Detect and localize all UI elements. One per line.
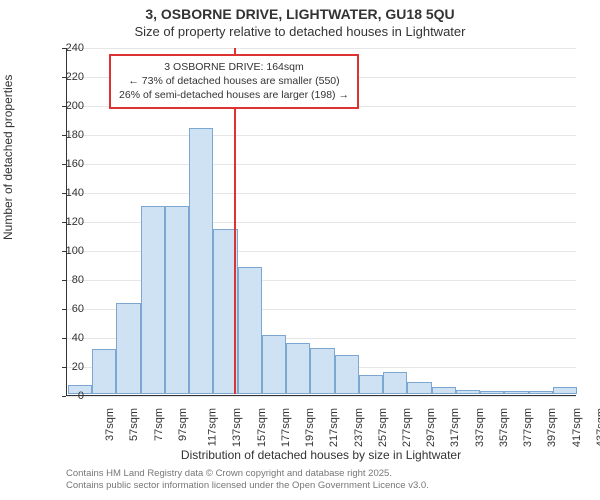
x-tick-label: 297sqm	[425, 408, 437, 447]
y-tick-mark	[62, 222, 66, 223]
x-tick-label: 337sqm	[474, 408, 486, 447]
x-tick-label: 37sqm	[104, 408, 116, 441]
x-tick-label: 137sqm	[231, 408, 243, 447]
histogram-bar	[456, 390, 480, 394]
y-tick-mark	[62, 193, 66, 194]
y-tick-label: 160	[54, 158, 84, 170]
y-tick-mark	[62, 48, 66, 49]
x-tick-label: 117sqm	[206, 408, 218, 446]
histogram-bar	[238, 267, 262, 394]
y-axis-label: Number of detached properties	[1, 75, 15, 240]
histogram-bar	[165, 206, 189, 394]
histogram-bar	[92, 349, 116, 394]
y-tick-label: 220	[54, 71, 84, 83]
y-tick-label: 20	[54, 361, 84, 373]
y-tick-mark	[62, 77, 66, 78]
histogram-bar	[359, 375, 383, 394]
y-tick-label: 80	[54, 274, 84, 286]
histogram-bar	[116, 303, 140, 394]
x-axis-label: Distribution of detached houses by size …	[66, 448, 576, 462]
y-tick-label: 120	[54, 216, 84, 228]
y-tick-label: 100	[54, 245, 84, 257]
y-tick-mark	[62, 135, 66, 136]
y-tick-label: 180	[54, 129, 84, 141]
y-tick-mark	[62, 309, 66, 310]
plot-area: 3 OSBORNE DRIVE: 164sqm← 73% of detached…	[66, 48, 576, 396]
x-tick-label: 397sqm	[547, 408, 559, 447]
histogram-bar	[383, 372, 407, 394]
histogram-bar	[432, 387, 456, 394]
callout-line: 3 OSBORNE DRIVE: 164sqm	[119, 60, 349, 74]
histogram-bar	[335, 355, 359, 394]
y-tick-mark	[62, 106, 66, 107]
histogram-bar	[504, 391, 528, 394]
chart-title-main: 3, OSBORNE DRIVE, LIGHTWATER, GU18 5QU	[0, 6, 600, 22]
y-tick-label: 60	[54, 303, 84, 315]
y-tick-label: 200	[54, 100, 84, 112]
x-tick-label: 177sqm	[280, 408, 292, 447]
histogram-bar	[553, 387, 577, 394]
x-tick-label: 437sqm	[595, 408, 600, 447]
x-tick-label: 277sqm	[401, 408, 413, 447]
chart-title-sub: Size of property relative to detached ho…	[0, 24, 600, 39]
x-tick-label: 157sqm	[256, 408, 268, 447]
grid-line	[67, 135, 576, 136]
y-tick-label: 140	[54, 187, 84, 199]
marker-callout: 3 OSBORNE DRIVE: 164sqm← 73% of detached…	[109, 54, 359, 109]
y-tick-mark	[62, 164, 66, 165]
chart-container: 3, OSBORNE DRIVE, LIGHTWATER, GU18 5QU S…	[0, 0, 600, 500]
footer-line-1: Contains HM Land Registry data © Crown c…	[66, 468, 392, 480]
x-tick-label: 317sqm	[450, 408, 462, 447]
y-tick-mark	[62, 280, 66, 281]
x-tick-label: 237sqm	[353, 408, 365, 447]
footer-line-2: Contains public sector information licen…	[66, 480, 429, 492]
histogram-bar	[286, 343, 310, 394]
x-tick-label: 417sqm	[571, 408, 583, 447]
y-tick-label: 0	[54, 390, 84, 402]
x-tick-label: 197sqm	[304, 408, 316, 447]
y-tick-label: 240	[54, 42, 84, 54]
x-tick-label: 257sqm	[377, 408, 389, 447]
histogram-bar	[189, 128, 213, 394]
y-tick-mark	[62, 251, 66, 252]
histogram-bar	[262, 335, 286, 394]
callout-line: 26% of semi-detached houses are larger (…	[119, 88, 349, 102]
x-tick-label: 217sqm	[328, 408, 340, 447]
grid-line	[67, 396, 576, 397]
y-tick-label: 40	[54, 332, 84, 344]
x-tick-label: 97sqm	[177, 408, 189, 441]
histogram-bar	[141, 206, 165, 394]
grid-line	[67, 164, 576, 165]
histogram-bar	[529, 391, 553, 394]
callout-line: ← 73% of detached houses are smaller (55…	[119, 74, 349, 88]
x-tick-label: 377sqm	[522, 408, 534, 447]
histogram-bar	[407, 382, 431, 394]
grid-line	[67, 193, 576, 194]
histogram-bar	[480, 391, 504, 394]
y-tick-mark	[62, 367, 66, 368]
grid-line	[67, 48, 576, 49]
histogram-bar	[310, 348, 334, 394]
y-tick-mark	[62, 338, 66, 339]
x-tick-label: 77sqm	[153, 408, 165, 441]
y-tick-mark	[62, 396, 66, 397]
x-tick-label: 357sqm	[498, 408, 510, 447]
x-tick-label: 57sqm	[128, 408, 140, 441]
